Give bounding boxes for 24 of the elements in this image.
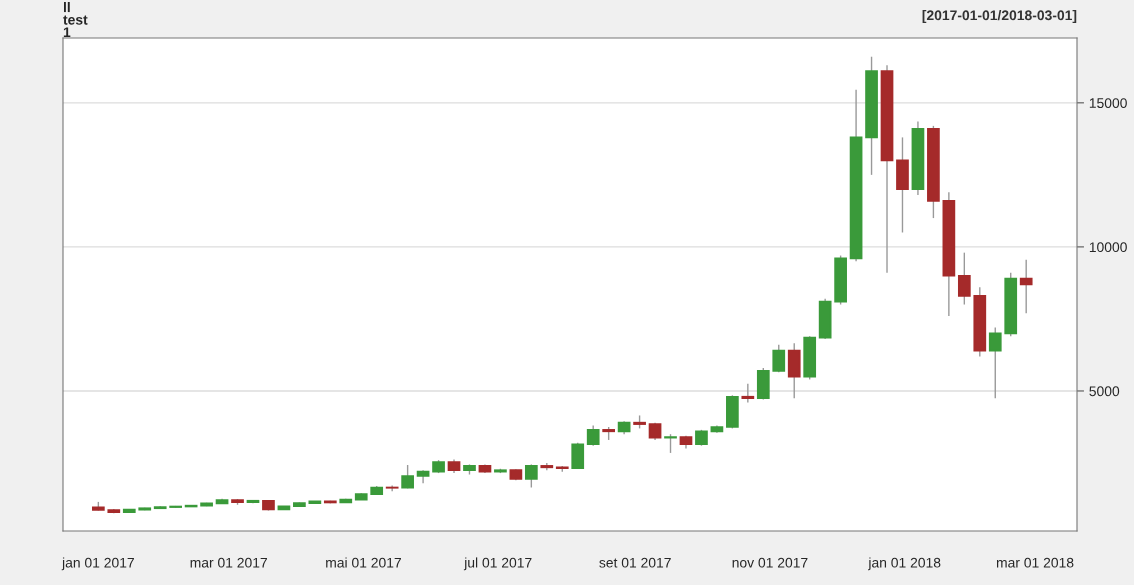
x-tick-label: mai 01 2017 [326, 557, 401, 568]
candlestick [385, 484, 399, 492]
candlestick [524, 463, 538, 489]
candlestick [741, 383, 755, 404]
candlestick [772, 344, 786, 373]
x-tick-label: jan 01 2018 [868, 557, 941, 571]
x-tick-label: set 01 2017 [599, 557, 671, 568]
y-tick-label: 10000 [1089, 242, 1127, 253]
x-tick-label: nov 01 2017 [732, 557, 808, 568]
x-tick-label: jul 01 2017 [463, 557, 532, 571]
candlestick [586, 424, 600, 447]
y-tick-label: 15000 [1089, 98, 1127, 108]
candlestick [664, 433, 677, 454]
chart-title: ll test 1 [63, 2, 88, 37]
candlestick [957, 251, 971, 306]
x-tick-label: mar 01 2017 [190, 557, 267, 568]
candlestick [1019, 259, 1033, 314]
chart-subtitle: [2017-01-01/2018-03-01] [922, 10, 1077, 23]
y-tick-label: 5000 [1089, 386, 1120, 397]
x-tick-label: mar 01 2018 [996, 557, 1074, 568]
candlestick [571, 442, 585, 470]
candlestick [401, 464, 414, 490]
x-tick-label: jan 01 2017 [61, 557, 134, 571]
candlestick [988, 326, 1002, 399]
